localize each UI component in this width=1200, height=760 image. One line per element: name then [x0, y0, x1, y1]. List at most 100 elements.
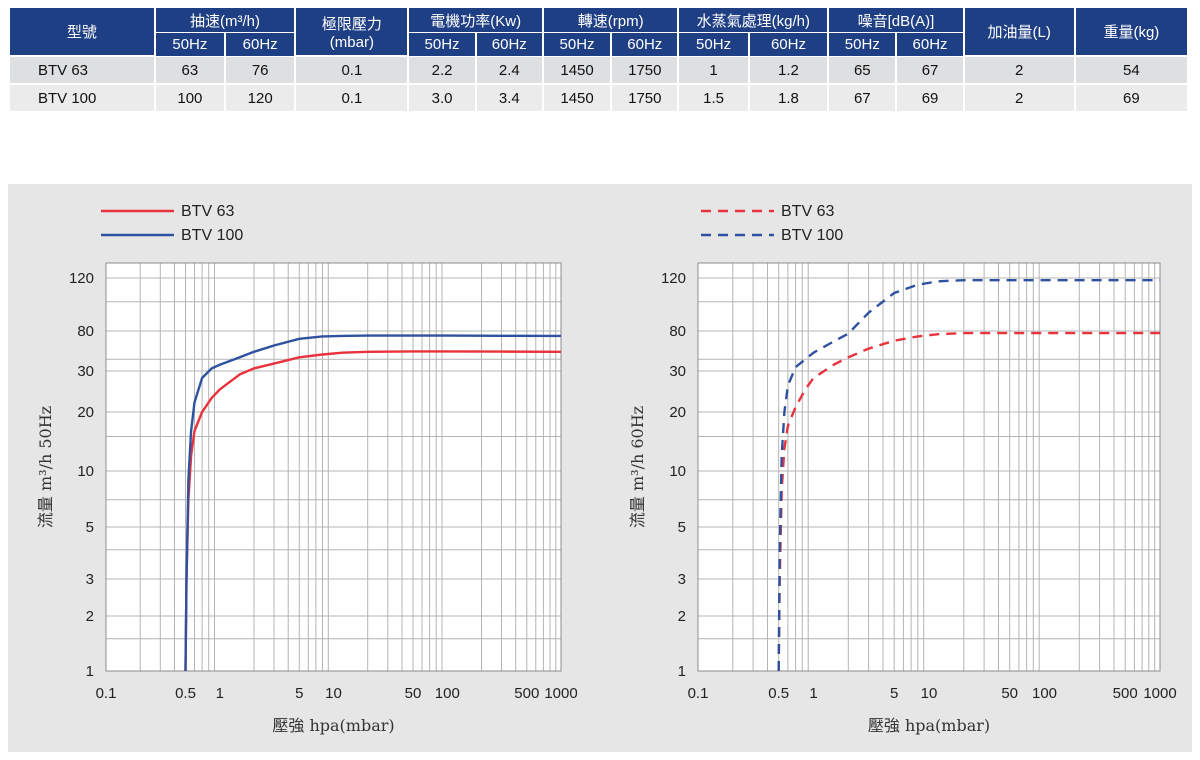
header-rpm-50hz: 50Hz — [543, 33, 611, 56]
cell-noise-60hz: 67 — [897, 56, 963, 83]
x-tick-label: 0.1 — [96, 685, 117, 702]
y-tick-label: 20 — [77, 404, 94, 421]
spec-table: 型號 抽速(m³/h) 極限壓力 (mbar) 電機功率(Kw) 轉速(rpm)… — [8, 8, 1189, 111]
header-speed-60hz: 60Hz — [226, 33, 295, 56]
cell-speed-50hz: 63 — [155, 56, 225, 83]
y-tick-label: 1 — [678, 663, 686, 680]
x-tick-label: 5 — [890, 685, 898, 702]
series-line — [184, 350, 562, 672]
y-tick-label: 5 — [86, 519, 94, 536]
y-axis-label: 流量 m³/h 60Hz — [628, 406, 647, 528]
cell-vapor-50hz: 1.5 — [679, 83, 748, 111]
header-noise: 噪音[dB(A)] — [829, 8, 963, 33]
x-tick-label: 50 — [405, 685, 422, 702]
x-tick-label: 5 — [295, 685, 303, 702]
header-vapor-50hz: 50Hz — [679, 33, 748, 56]
table-row: BTV 63 63 76 0.1 2.2 2.4 1450 1750 1 1.2… — [10, 56, 1187, 83]
x-tick-label: 100 — [1032, 685, 1057, 702]
header-ultimate-pressure-unit: (mbar) — [329, 33, 374, 51]
x-axis-label: 壓強 hpa(mbar) — [868, 716, 990, 735]
header-noise-60hz: 60Hz — [897, 33, 963, 56]
series-line — [184, 334, 562, 672]
chart-2: 1 2 3 5 10 20 30 80 120 0.1 0.5 1 5 10 50 100 500 1000 壓強 … — [628, 203, 1177, 735]
plot-frame — [697, 262, 1161, 672]
header-model: 型號 — [10, 8, 154, 56]
header-ultimate-pressure: 極限壓力 (mbar) — [296, 8, 408, 56]
x-tick-label: 0.1 — [688, 685, 709, 702]
x-axis-label: 壓強 hpa(mbar) — [272, 716, 394, 735]
legend-label: BTV 63 — [181, 203, 234, 220]
cell-oil-volume: 2 — [964, 83, 1074, 111]
cell-vapor-60hz: 1.8 — [749, 83, 828, 111]
series-line — [777, 278, 1160, 672]
header-noise-50hz: 50Hz — [829, 33, 896, 56]
cell-ultimate-pressure: 0.1 — [296, 83, 408, 111]
x-tick-label: 1000 — [1143, 685, 1176, 702]
legend-label: BTV 63 — [781, 203, 834, 220]
legend-label: BTV 100 — [781, 227, 843, 244]
y-tick-label: 120 — [661, 270, 686, 287]
cell-model: BTV 100 — [10, 83, 154, 111]
y-tick-label: 3 — [86, 571, 94, 588]
header-rpm-60hz: 60Hz — [612, 33, 678, 56]
cell-power-60hz: 3.4 — [476, 83, 542, 111]
header-vapor-60hz: 60Hz — [749, 33, 828, 56]
cell-power-50hz: 2.2 — [409, 56, 475, 83]
y-tick-label: 120 — [69, 270, 94, 287]
cell-ultimate-pressure: 0.1 — [296, 56, 408, 83]
cell-rpm-60hz: 1750 — [612, 83, 678, 111]
header-oil-volume: 加油量(L) — [964, 8, 1074, 56]
plot-frame — [105, 262, 562, 672]
x-tick-label: 1000 — [544, 685, 577, 702]
x-tick-label: 10 — [325, 685, 342, 702]
header-ultimate-pressure-label: 極限壓力 — [321, 15, 382, 33]
y-tick-label: 3 — [678, 571, 686, 588]
header-speed-50hz: 50Hz — [155, 33, 225, 56]
y-tick-label: 20 — [669, 404, 686, 421]
table-row: BTV 100 100 120 0.1 3.0 3.4 1450 1750 1.… — [10, 83, 1187, 111]
x-tick-label: 10 — [921, 685, 938, 702]
y-tick-label: 1 — [86, 663, 94, 680]
x-tick-label: 0.5 — [768, 685, 789, 702]
cell-rpm-50hz: 1450 — [543, 83, 611, 111]
x-tick-label: 500 — [1113, 685, 1138, 702]
cell-noise-50hz: 65 — [829, 56, 896, 83]
cell-noise-50hz: 67 — [829, 83, 896, 111]
x-tick-label: 100 — [435, 685, 460, 702]
cell-oil-volume: 2 — [964, 56, 1074, 83]
y-tick-label: 30 — [77, 363, 94, 380]
x-tick-label: 0.5 — [175, 685, 196, 702]
x-tick-label: 1 — [809, 685, 817, 702]
y-tick-label: 5 — [678, 519, 686, 536]
cell-speed-60hz: 120 — [226, 83, 295, 111]
cell-rpm-60hz: 1750 — [612, 56, 678, 83]
y-tick-label: 10 — [77, 463, 94, 480]
header-power-50hz: 50Hz — [409, 33, 475, 56]
y-axis-label: 流量 m³/h 50Hz — [36, 406, 55, 528]
header-weight: 重量(kg) — [1075, 8, 1187, 56]
cell-noise-60hz: 69 — [897, 83, 963, 111]
cell-vapor-60hz: 1.2 — [749, 56, 828, 83]
header-power-60hz: 60Hz — [476, 33, 542, 56]
header-motor-power: 電機功率(Kw) — [409, 8, 542, 33]
cell-weight: 54 — [1075, 56, 1187, 83]
y-tick-label: 30 — [669, 363, 686, 380]
cell-speed-60hz: 76 — [226, 56, 295, 83]
cell-model: BTV 63 — [10, 56, 154, 83]
header-pumping-speed: 抽速(m³/h) — [155, 8, 295, 33]
cell-rpm-50hz: 1450 — [543, 56, 611, 83]
cell-power-50hz: 3.0 — [409, 83, 475, 111]
cell-vapor-50hz: 1 — [679, 56, 748, 83]
y-tick-label: 80 — [77, 323, 94, 340]
legend-label: BTV 100 — [181, 227, 243, 244]
y-tick-label: 10 — [669, 463, 686, 480]
header-water-vapor: 水蒸氣處理(kg/h) — [679, 8, 828, 33]
header-rotation-speed: 轉速(rpm) — [543, 8, 678, 33]
chart-panel: 1 2 3 5 10 20 30 80 120 0.1 0.5 1 5 10 50 100 500 1000 壓強 … — [8, 184, 1192, 752]
y-tick-label: 2 — [678, 608, 686, 625]
series-line — [777, 331, 1160, 672]
y-tick-label: 80 — [669, 323, 686, 340]
x-tick-label: 500 — [514, 685, 539, 702]
cell-weight: 69 — [1075, 83, 1187, 111]
